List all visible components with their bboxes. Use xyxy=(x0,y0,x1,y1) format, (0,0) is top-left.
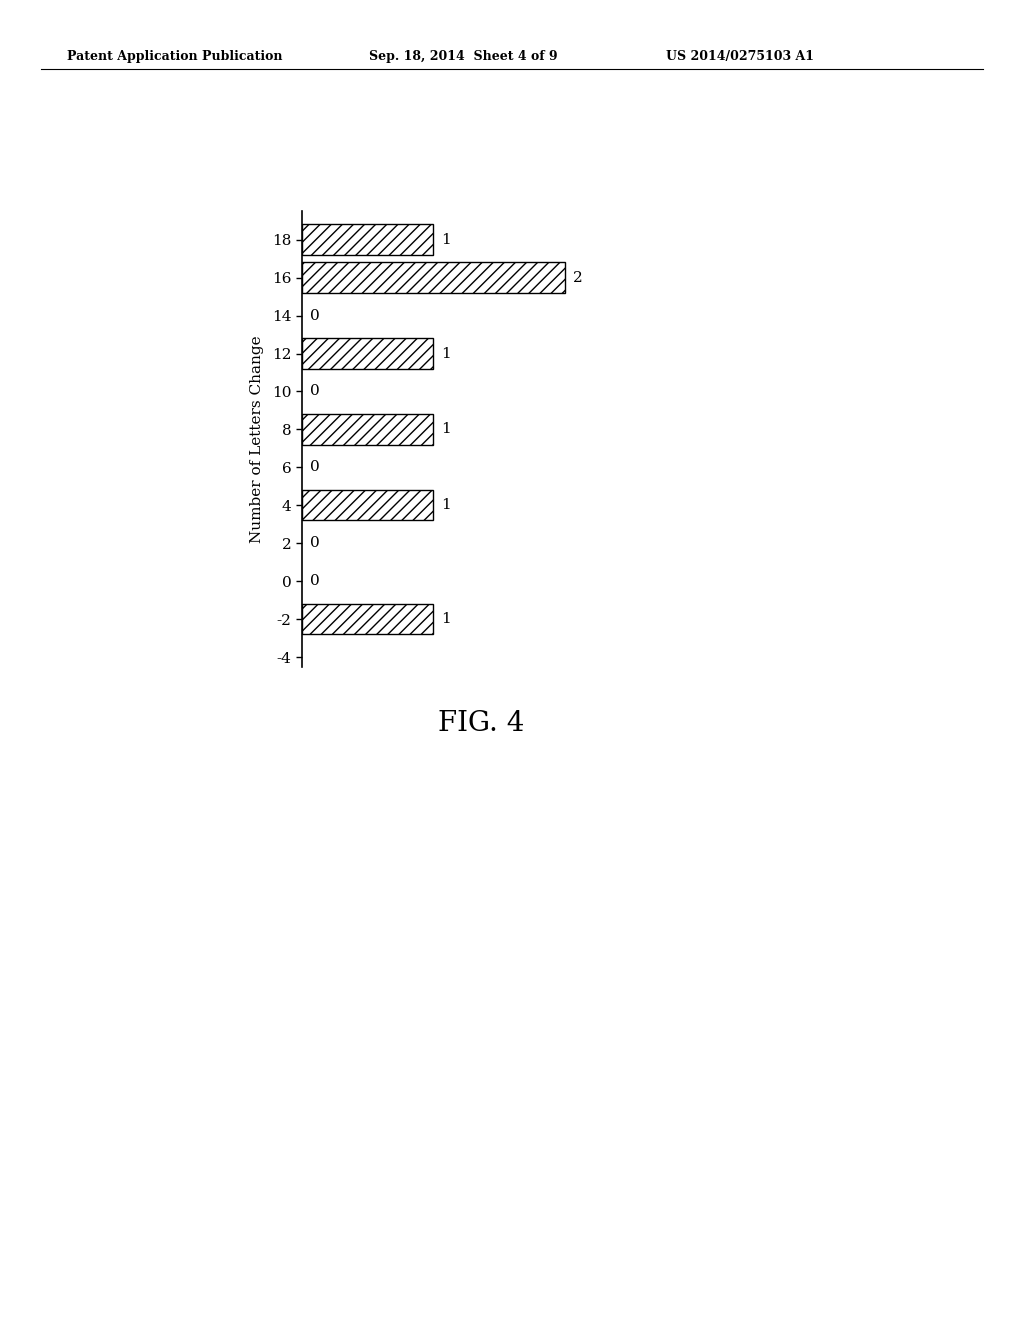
Text: Patent Application Publication: Patent Application Publication xyxy=(67,50,282,63)
Y-axis label: Number of Letters Change: Number of Letters Change xyxy=(250,335,264,543)
Text: FIG. 4: FIG. 4 xyxy=(438,710,524,737)
Text: 0: 0 xyxy=(310,309,319,322)
Text: 0: 0 xyxy=(310,574,319,589)
Bar xyxy=(302,605,433,635)
Bar xyxy=(302,338,433,368)
Text: 1: 1 xyxy=(441,422,452,437)
Text: 1: 1 xyxy=(441,347,452,360)
Text: 0: 0 xyxy=(310,536,319,550)
Bar xyxy=(302,224,433,255)
Bar xyxy=(302,263,565,293)
Text: 0: 0 xyxy=(310,384,319,399)
Text: 0: 0 xyxy=(310,461,319,474)
Text: 1: 1 xyxy=(441,232,452,247)
Text: 2: 2 xyxy=(572,271,583,285)
Bar xyxy=(302,490,433,520)
Bar xyxy=(302,414,433,445)
Text: 1: 1 xyxy=(441,612,452,626)
Text: 1: 1 xyxy=(441,499,452,512)
Text: Sep. 18, 2014  Sheet 4 of 9: Sep. 18, 2014 Sheet 4 of 9 xyxy=(369,50,557,63)
Text: US 2014/0275103 A1: US 2014/0275103 A1 xyxy=(666,50,814,63)
